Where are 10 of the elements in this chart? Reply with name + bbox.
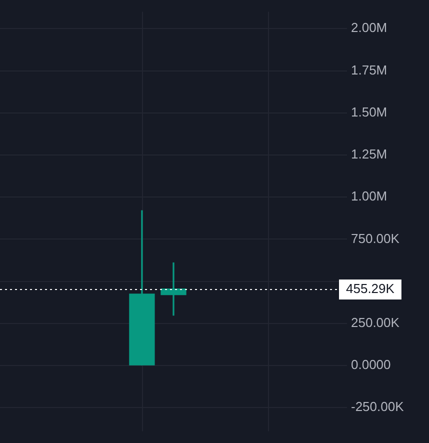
y-tick-label: -250.00K <box>351 399 404 414</box>
ref-line-label: 455.29K <box>346 281 395 296</box>
y-tick-label: 0.0000 <box>351 357 391 372</box>
y-tick-label: 250.00K <box>351 314 400 330</box>
y-tick-label: 1.50M <box>351 104 388 120</box>
y-tick-label: 2.00M <box>351 20 388 36</box>
y-tick-label: 1.75M <box>351 62 388 78</box>
y-tick-label: 1.00M <box>351 188 388 204</box>
y-tick-label: 750.00K <box>351 230 400 246</box>
y-tick-label: 1.25M <box>351 146 388 162</box>
